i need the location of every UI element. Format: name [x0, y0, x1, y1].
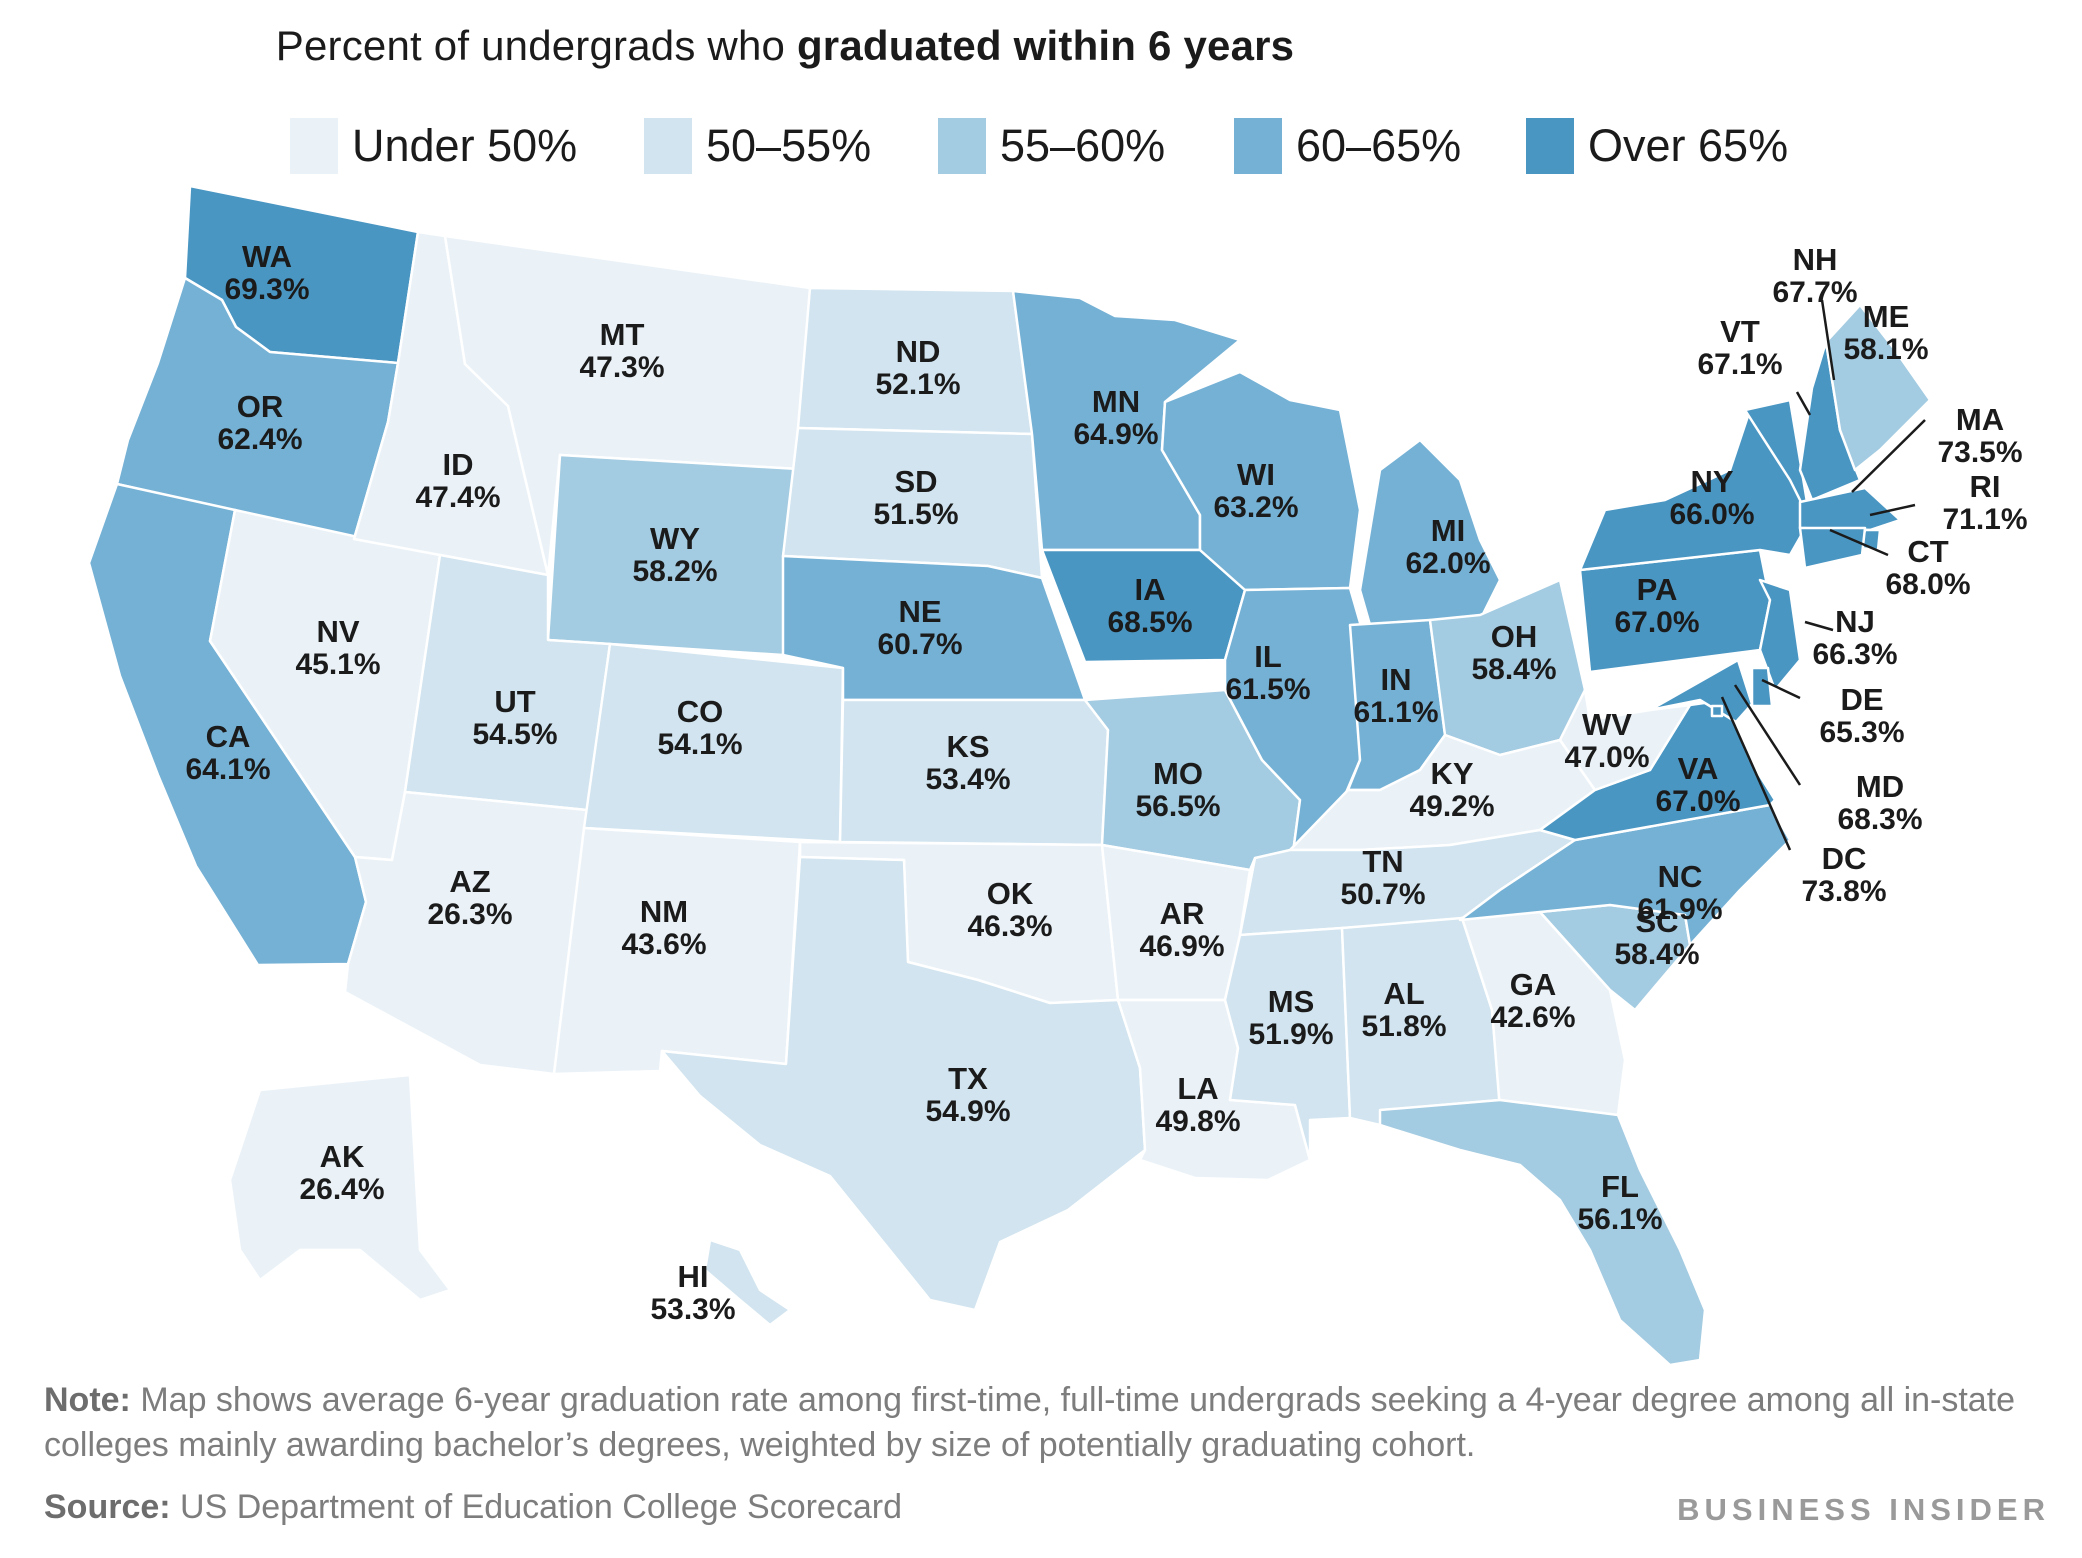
- leader-line-de: [1761, 678, 1801, 700]
- state-nj: [1758, 578, 1802, 692]
- legend-swatch: [644, 118, 692, 174]
- state-sd: [781, 426, 1044, 580]
- state-dc: [1710, 704, 1724, 718]
- state-ar: [1100, 843, 1252, 1002]
- state-ks: [838, 698, 1110, 847]
- state-ak: [228, 1073, 452, 1302]
- state-nd: [796, 286, 1034, 436]
- legend-label: 50–55%: [706, 120, 872, 171]
- leader-line-nj: [1804, 620, 1834, 632]
- legend-label: 55–60%: [1000, 120, 1166, 171]
- state-mi: [1358, 438, 1502, 627]
- state-pa: [1578, 548, 1772, 674]
- leader-line-ma: [1851, 419, 1926, 493]
- footnote: Note: Map shows average 6-year graduatio…: [44, 1378, 2054, 1468]
- state-de: [1750, 666, 1774, 708]
- state-co: [582, 642, 845, 844]
- state-fl: [1378, 1098, 1707, 1367]
- legend-swatch: [938, 118, 986, 174]
- state-wv: [1558, 688, 1692, 792]
- legend-label: 60–65%: [1296, 120, 1462, 171]
- state-wy: [546, 453, 800, 657]
- state-me: [1824, 303, 1932, 472]
- leader-line-dc: [1720, 696, 1792, 851]
- leader-line-ct: [1829, 528, 1889, 557]
- us-map: [87, 184, 1932, 1367]
- leader-line-ri: [1869, 503, 1916, 517]
- source-text: US Department of Education College Score…: [170, 1488, 902, 1526]
- legend-swatch: [1234, 118, 1282, 174]
- brand-logo: BUSINESS INSIDER: [1677, 1492, 2050, 1527]
- leader-line-vt: [1795, 391, 1812, 416]
- state-ct: [1798, 526, 1867, 570]
- legend-swatch: [290, 118, 338, 174]
- chart-title: Percent of undergrads who graduated with…: [0, 22, 1570, 70]
- source-label: Source:: [44, 1488, 171, 1526]
- legend-swatch: [1526, 118, 1574, 174]
- title-normal: Percent of undergrads who: [275, 22, 797, 69]
- legend-label: Over 65%: [1588, 120, 1789, 171]
- state-tx: [660, 855, 1147, 1312]
- leader-lines: [1720, 299, 1926, 851]
- state-nm: [552, 826, 802, 1076]
- leader-line-nh: [1820, 299, 1836, 381]
- legend-label: Under 50%: [352, 120, 578, 171]
- state-ia: [1040, 548, 1247, 664]
- title-bold: graduated within 6 years: [796, 22, 1295, 69]
- state-hi: [703, 1238, 792, 1327]
- note-text: Map shows average 6-year graduation rate…: [44, 1381, 2016, 1464]
- leader-line-md: [1733, 684, 1802, 786]
- note-label: Note:: [44, 1381, 131, 1419]
- source-line: Source: US Department of Education Colle…: [44, 1488, 902, 1527]
